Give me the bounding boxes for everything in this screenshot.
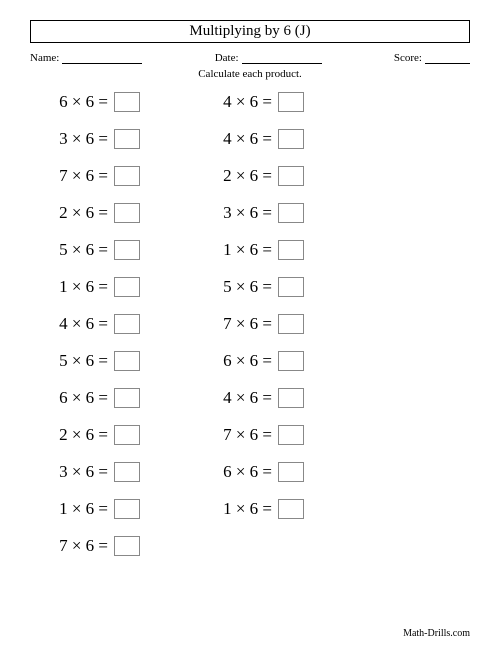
problem-row: 1 × 6 = — [36, 277, 140, 297]
problem-expression: 1 × 6 = — [36, 499, 114, 519]
answer-box[interactable] — [278, 499, 304, 519]
answer-box[interactable] — [114, 314, 140, 334]
problems-column-right: 4 × 6 = 4 × 6 = 2 × 6 = 3 × 6 = 1 × 6 = 5 × 6… — [200, 92, 304, 556]
answer-box[interactable] — [278, 314, 304, 334]
answer-box[interactable] — [114, 129, 140, 149]
answer-box[interactable] — [114, 277, 140, 297]
problem-expression: 7 × 6 = — [36, 166, 114, 186]
score-field: Score: — [394, 51, 470, 64]
problem-expression: 5 × 6 = — [200, 277, 278, 297]
answer-box[interactable] — [114, 388, 140, 408]
problem-row: 5 × 6 = — [200, 277, 304, 297]
problem-row: 6 × 6 = — [36, 388, 140, 408]
problem-expression: 7 × 6 = — [36, 536, 114, 556]
answer-box[interactable] — [114, 203, 140, 223]
problem-expression: 4 × 6 = — [200, 388, 278, 408]
answer-box[interactable] — [278, 388, 304, 408]
name-label: Name: — [30, 52, 59, 64]
problem-row: 3 × 6 = — [36, 462, 140, 482]
problem-row: 2 × 6 = — [200, 166, 304, 186]
problem-expression: 6 × 6 = — [36, 92, 114, 112]
problem-expression: 4 × 6 = — [200, 92, 278, 112]
problem-expression: 1 × 6 = — [200, 499, 278, 519]
problem-row: 2 × 6 = — [36, 425, 140, 445]
problem-row: 3 × 6 = — [36, 129, 140, 149]
problem-expression: 1 × 6 = — [200, 240, 278, 260]
problem-expression: 6 × 6 = — [200, 462, 278, 482]
problem-row: 7 × 6 = — [36, 166, 140, 186]
answer-box[interactable] — [278, 351, 304, 371]
instruction-text: Calculate each product. — [30, 68, 470, 80]
name-field: Name: — [30, 51, 142, 64]
answer-box[interactable] — [278, 129, 304, 149]
problem-expression: 1 × 6 = — [36, 277, 114, 297]
problem-row: 7 × 6 = — [200, 314, 304, 334]
answer-box[interactable] — [114, 499, 140, 519]
problem-row: 2 × 6 = — [36, 203, 140, 223]
problem-row: 7 × 6 = — [200, 425, 304, 445]
footer-attribution: Math-Drills.com — [403, 628, 470, 639]
problem-expression: 4 × 6 = — [36, 314, 114, 334]
worksheet-page: Multiplying by 6 (J) Name: Date: Score: … — [0, 0, 500, 647]
name-blank[interactable] — [62, 51, 142, 64]
answer-box[interactable] — [278, 92, 304, 112]
score-blank[interactable] — [425, 51, 470, 64]
problem-expression: 3 × 6 = — [36, 129, 114, 149]
answer-box[interactable] — [278, 166, 304, 186]
problem-row: 4 × 6 = — [36, 314, 140, 334]
problem-expression: 5 × 6 = — [36, 240, 114, 260]
problem-row: 4 × 6 = — [200, 129, 304, 149]
worksheet-title: Multiplying by 6 (J) — [30, 20, 470, 43]
problem-row: 4 × 6 = — [200, 92, 304, 112]
problem-row: 1 × 6 = — [200, 499, 304, 519]
answer-box[interactable] — [278, 203, 304, 223]
problem-expression: 7 × 6 = — [200, 314, 278, 334]
problems-container: 6 × 6 = 3 × 6 = 7 × 6 = 2 × 6 = 5 × 6 = 1 × 6… — [30, 92, 470, 556]
problem-row: 1 × 6 = — [200, 240, 304, 260]
date-label: Date: — [215, 52, 239, 64]
answer-box[interactable] — [114, 92, 140, 112]
date-blank[interactable] — [242, 51, 322, 64]
problem-expression: 3 × 6 = — [36, 462, 114, 482]
answer-box[interactable] — [278, 425, 304, 445]
problem-expression: 5 × 6 = — [36, 351, 114, 371]
problem-expression: 6 × 6 = — [36, 388, 114, 408]
answer-box[interactable] — [278, 277, 304, 297]
problem-row: 5 × 6 = — [36, 240, 140, 260]
problems-column-left: 6 × 6 = 3 × 6 = 7 × 6 = 2 × 6 = 5 × 6 = 1 × 6… — [36, 92, 140, 556]
answer-box[interactable] — [114, 166, 140, 186]
header-row: Name: Date: Score: — [30, 51, 470, 64]
answer-box[interactable] — [278, 240, 304, 260]
problem-row: 6 × 6 = — [200, 462, 304, 482]
problem-row: 6 × 6 = — [36, 92, 140, 112]
problem-row: 5 × 6 = — [36, 351, 140, 371]
problem-expression: 3 × 6 = — [200, 203, 278, 223]
problem-expression: 2 × 6 = — [36, 203, 114, 223]
problem-row: 1 × 6 = — [36, 499, 140, 519]
problem-row: 4 × 6 = — [200, 388, 304, 408]
date-field: Date: — [215, 51, 322, 64]
answer-box[interactable] — [114, 462, 140, 482]
score-label: Score: — [394, 52, 422, 64]
answer-box[interactable] — [278, 462, 304, 482]
problem-expression: 4 × 6 = — [200, 129, 278, 149]
problem-expression: 2 × 6 = — [200, 166, 278, 186]
problem-row: 3 × 6 = — [200, 203, 304, 223]
answer-box[interactable] — [114, 425, 140, 445]
answer-box[interactable] — [114, 536, 140, 556]
problem-expression: 6 × 6 = — [200, 351, 278, 371]
problem-expression: 7 × 6 = — [200, 425, 278, 445]
answer-box[interactable] — [114, 240, 140, 260]
problem-expression: 2 × 6 = — [36, 425, 114, 445]
problem-row: 6 × 6 = — [200, 351, 304, 371]
answer-box[interactable] — [114, 351, 140, 371]
problem-row: 7 × 6 = — [36, 536, 140, 556]
